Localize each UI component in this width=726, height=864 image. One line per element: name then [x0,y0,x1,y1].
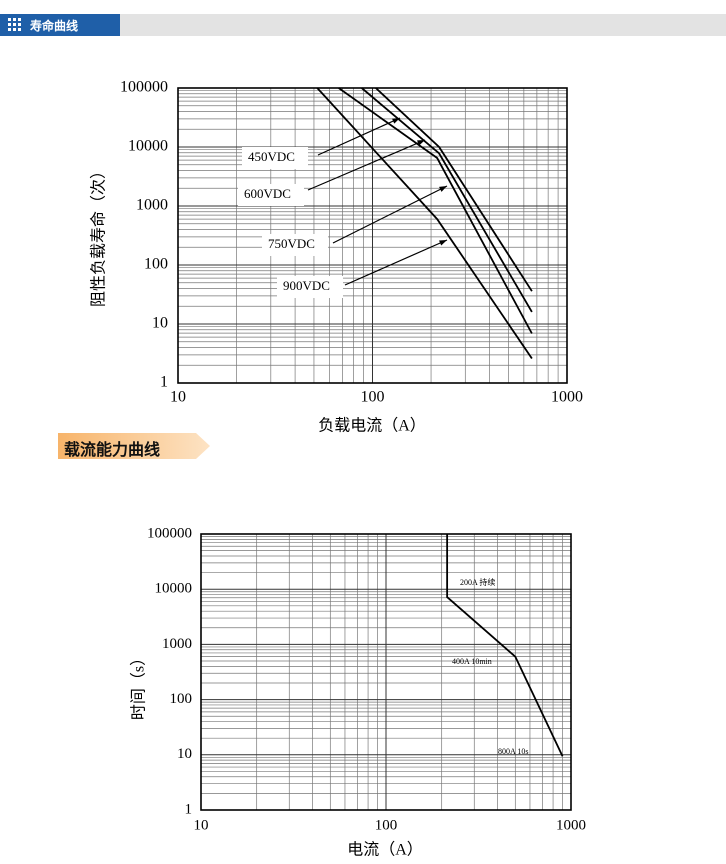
y-axis-title: 阻性负载寿命（次） [90,163,108,307]
section-arrow [58,433,210,459]
x-tick-label: 1000 [556,817,586,833]
series-label: 900VDC [283,278,330,293]
series-label: 750VDC [268,236,315,251]
label-arrow [332,185,448,244]
y-tick-label: 1000 [162,636,192,652]
y-tick-label: 100000 [147,525,192,541]
y-tick-label: 1 [160,374,168,391]
x-tick-label: 100 [361,389,385,406]
x-tick-label: 100 [375,817,398,833]
y-tick-label: 1000 [136,197,168,214]
series-line [446,534,564,757]
y-tick-label: 10000 [155,581,193,597]
series-label-box [242,147,308,169]
series-line [361,87,533,313]
series-line [338,87,533,334]
header-tab: 寿命曲线 [0,14,120,36]
y-tick-label: 100 [170,691,193,707]
x-axis-title: 电流（A） [347,841,423,859]
label-arrowhead [439,186,447,192]
label-arrow [307,139,426,191]
plot-border [200,533,572,811]
x-tick-label: 10 [194,817,209,833]
label-arrow [317,117,401,156]
series-label: 450VDC [248,149,295,164]
series-line [375,87,533,292]
label-arrow [344,239,448,286]
x-tick-label: 10 [170,389,186,406]
plot-border [177,87,568,384]
label-arrowhead [439,240,447,246]
series-label-box [277,276,343,298]
y-axis-title: 时间（s） [130,650,148,720]
annotation: 400A 10min [452,657,492,666]
series-label: 600VDC [244,186,291,201]
x-tick-label: 1000 [551,389,583,406]
y-tick-label: 10 [177,746,192,762]
series-line [316,87,533,360]
annotation: 800A 10s [498,747,528,756]
x-axis-title: 负载电流（A） [318,417,426,435]
section-title: 载流能力曲线 [64,440,161,459]
header-bar: 寿命曲线 [0,14,726,36]
y-tick-label: 1 [185,801,193,817]
y-tick-label: 100000 [120,79,168,96]
header-title: 寿命曲线 [30,19,79,33]
header-icon [8,18,21,31]
y-tick-label: 10 [152,315,168,332]
series-label-box [262,234,328,256]
y-tick-label: 10000 [128,138,168,155]
series-label-box [238,184,304,206]
annotation: 200A 持续 [460,577,495,587]
y-tick-label: 100 [144,256,168,273]
